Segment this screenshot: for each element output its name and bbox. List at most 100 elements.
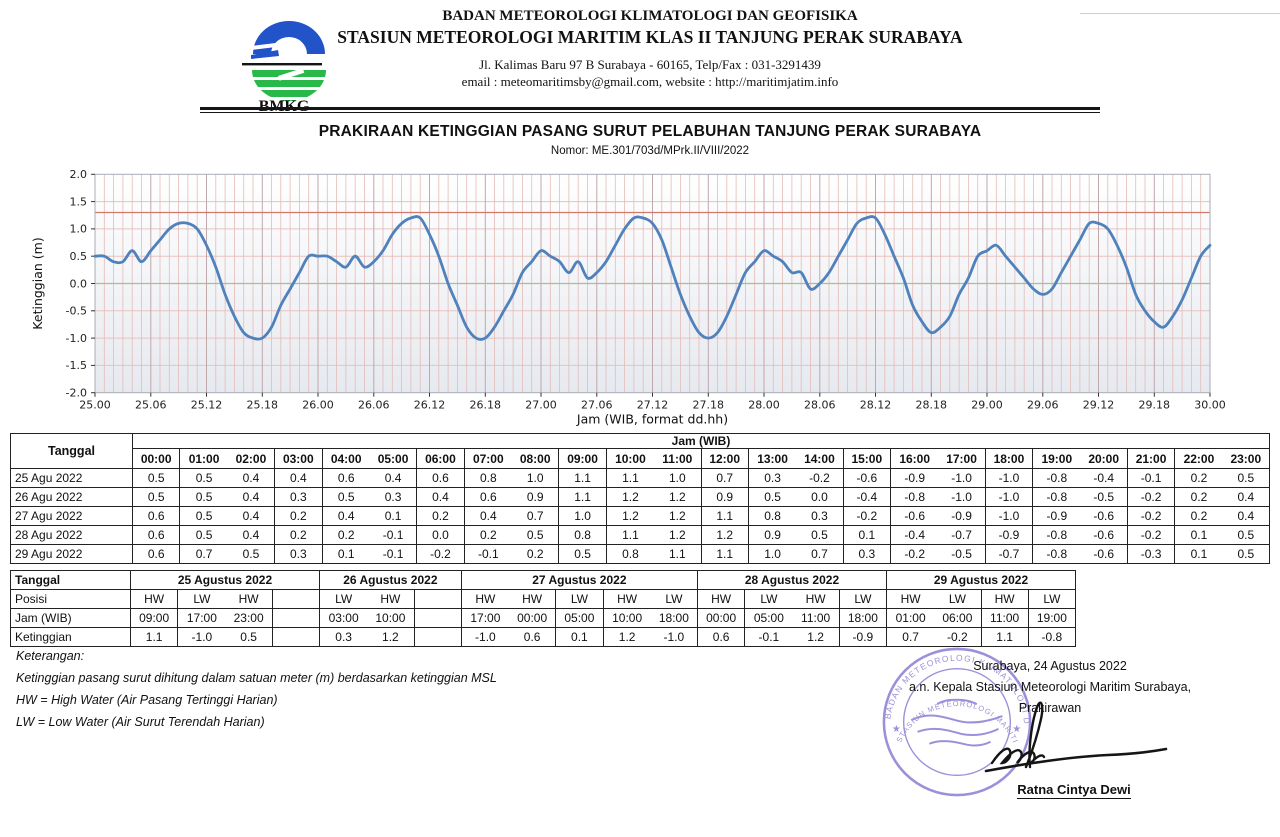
handwritten-signature [984, 701, 1168, 773]
place-date: Surabaya, 24 Agustus 2022 [973, 659, 1127, 673]
jam-cell: 10:00 [367, 609, 415, 628]
tide-value-cell: 0.6 [133, 526, 181, 545]
ketinggian-cell [414, 628, 462, 647]
hour-col-header: 01:00 [180, 449, 228, 469]
tide-value-cell: 0.2 [275, 507, 323, 526]
tide-value-cell: 0.6 [133, 507, 181, 526]
tide-value-cell: -1.0 [938, 469, 986, 488]
tide-value-cell: 0.1 [322, 545, 370, 564]
svg-text:29.18: 29.18 [1139, 399, 1171, 412]
tide-value-cell: 0.6 [133, 545, 181, 564]
hourly-row: 28 Agu 2022 0.6 0.5 0.4 0.2 0.2 -0.1 0.0 0.2 0.5 0… [11, 526, 1270, 545]
tide-value-cell: 0.4 [1222, 507, 1270, 526]
jam-wib-header: Jam (WIB) [133, 434, 1270, 449]
svg-text:27.12: 27.12 [637, 399, 669, 412]
stamp-star-icon: ★ [892, 724, 901, 735]
tide-value-cell: 0.5 [796, 526, 844, 545]
hour-col-header: 20:00 [1080, 449, 1128, 469]
jam-cell: 11:00 [981, 609, 1029, 628]
tide-value-cell: -0.9 [938, 507, 986, 526]
svg-text:26.18: 26.18 [470, 399, 502, 412]
tide-value-cell: -1.0 [985, 507, 1034, 526]
jam-cell: 09:00 [131, 609, 179, 628]
tide-value-cell: -0.9 [1033, 507, 1081, 526]
jam-cell: 23:00 [225, 609, 273, 628]
ketinggian-cell: -1.0 [178, 628, 226, 647]
extremes-jam-row: Jam (WIB) 09:00 17:00 23:00 03:00 10:00 17:00 0… [11, 609, 1076, 628]
authority-line: a.n. Kepala Stasiun Meteorologi Maritim … [908, 680, 1192, 694]
tide-value-cell: 0.5 [133, 469, 181, 488]
bmkg-logo-graphic: BMKG [242, 21, 326, 115]
svg-text:0.5: 0.5 [70, 250, 88, 263]
tide-value-cell: 0.8 [464, 469, 512, 488]
ketinggian-cell: 0.1 [556, 628, 604, 647]
posisi-cell: LW [934, 590, 982, 609]
tide-value-cell: -0.2 [796, 469, 844, 488]
tide-value-cell: 1.1 [654, 545, 702, 564]
hour-col-header: 18:00 [985, 449, 1034, 469]
jam-cell: 05:00 [745, 609, 793, 628]
tide-value-cell: -0.6 [843, 469, 891, 488]
tide-value-cell: 0.5 [559, 545, 607, 564]
posisi-cell: LW [556, 590, 604, 609]
tide-value-cell: -0.9 [985, 526, 1034, 545]
ketinggian-cell: 1.1 [131, 628, 179, 647]
jam-cell: 10:00 [603, 609, 651, 628]
tide-value-cell: 0.2 [1175, 507, 1223, 526]
hour-col-header: 08:00 [512, 449, 560, 469]
tide-value-cell: 1.2 [654, 488, 702, 507]
tide-value-cell: -0.2 [417, 545, 465, 564]
posisi-cell: LW [745, 590, 793, 609]
tide-value-cell: 0.7 [796, 545, 844, 564]
tide-value-cell: 1.1 [701, 507, 749, 526]
svg-text:27.18: 27.18 [693, 399, 725, 412]
svg-text:25.12: 25.12 [191, 399, 223, 412]
tide-value-cell: -0.1 [369, 545, 418, 564]
tide-value-cell: -0.2 [891, 545, 939, 564]
ketinggian-cell: -0.2 [934, 628, 982, 647]
document-title: PRAKIRAAN KETINGGIAN PASANG SURUT PELABU… [318, 123, 982, 140]
tide-value-cell: 0.9 [512, 488, 560, 507]
jam-cell: 17:00 [461, 609, 509, 628]
ketinggian-cell: -1.0 [461, 628, 509, 647]
date-group-header: 27 Agustus 2022 [461, 571, 698, 590]
ketinggian-cell: 0.7 [887, 628, 935, 647]
tide-value-cell: -0.5 [1080, 488, 1128, 507]
tide-value-cell: -0.6 [1080, 545, 1128, 564]
tide-value-cell: 0.5 [180, 469, 228, 488]
hourly-tide-table: Tanggal Jam (WIB) 00:00 01:00 02:00 03:00 04:0… [10, 433, 1270, 564]
tide-value-cell: 0.3 [748, 469, 797, 488]
svg-text:28.00: 28.00 [748, 399, 780, 412]
tanggal-header: Tanggal [11, 434, 133, 469]
extremes-date-row: Tanggal 25 Agustus 2022 26 Agustus 2022 27 … [11, 571, 1076, 590]
tide-value-cell: 1.1 [606, 469, 655, 488]
hourly-row: 26 Agu 2022 0.5 0.5 0.4 0.3 0.5 0.3 0.4 0.6 0.9 1.… [11, 488, 1270, 507]
svg-text:29.06: 29.06 [1027, 399, 1059, 412]
hourly-row: 29 Agu 2022 0.6 0.7 0.5 0.3 0.1 -0.1 -0.2 -0.1 0.… [11, 545, 1270, 564]
tide-value-cell: 0.1 [1175, 526, 1223, 545]
tide-value-cell: 0.1 [843, 526, 891, 545]
tide-value-cell: 0.6 [322, 469, 370, 488]
tide-value-cell: 0.1 [1175, 545, 1223, 564]
logo-text: BMKG [259, 98, 310, 114]
jam-cell: 18:00 [839, 609, 887, 628]
tide-value-cell: 0.5 [748, 488, 797, 507]
hour-col-header: 06:00 [417, 449, 465, 469]
tide-value-cell: 0.2 [1175, 488, 1223, 507]
tide-value-cell: 0.5 [180, 526, 228, 545]
svg-text:0.0: 0.0 [70, 277, 88, 290]
hour-col-header: 11:00 [654, 449, 702, 469]
jam-cell: 00:00 [698, 609, 746, 628]
jam-cell: 19:00 [1028, 609, 1076, 628]
official-stamp: BADAN METEOROLOGI KLIMATOLOGI DAN GEOFIS… [878, 643, 1032, 797]
tide-value-cell: 0.5 [180, 507, 228, 526]
date-group-header: 26 Agustus 2022 [320, 571, 462, 590]
tide-value-cell: -0.5 [938, 545, 986, 564]
ketinggian-cell: -0.1 [745, 628, 793, 647]
tide-value-cell: -0.8 [1033, 545, 1081, 564]
tide-value-cell: 0.4 [464, 507, 512, 526]
svg-text:-1.5: -1.5 [66, 359, 87, 372]
tide-value-cell: 0.4 [275, 469, 323, 488]
hour-col-header: 22:00 [1175, 449, 1223, 469]
